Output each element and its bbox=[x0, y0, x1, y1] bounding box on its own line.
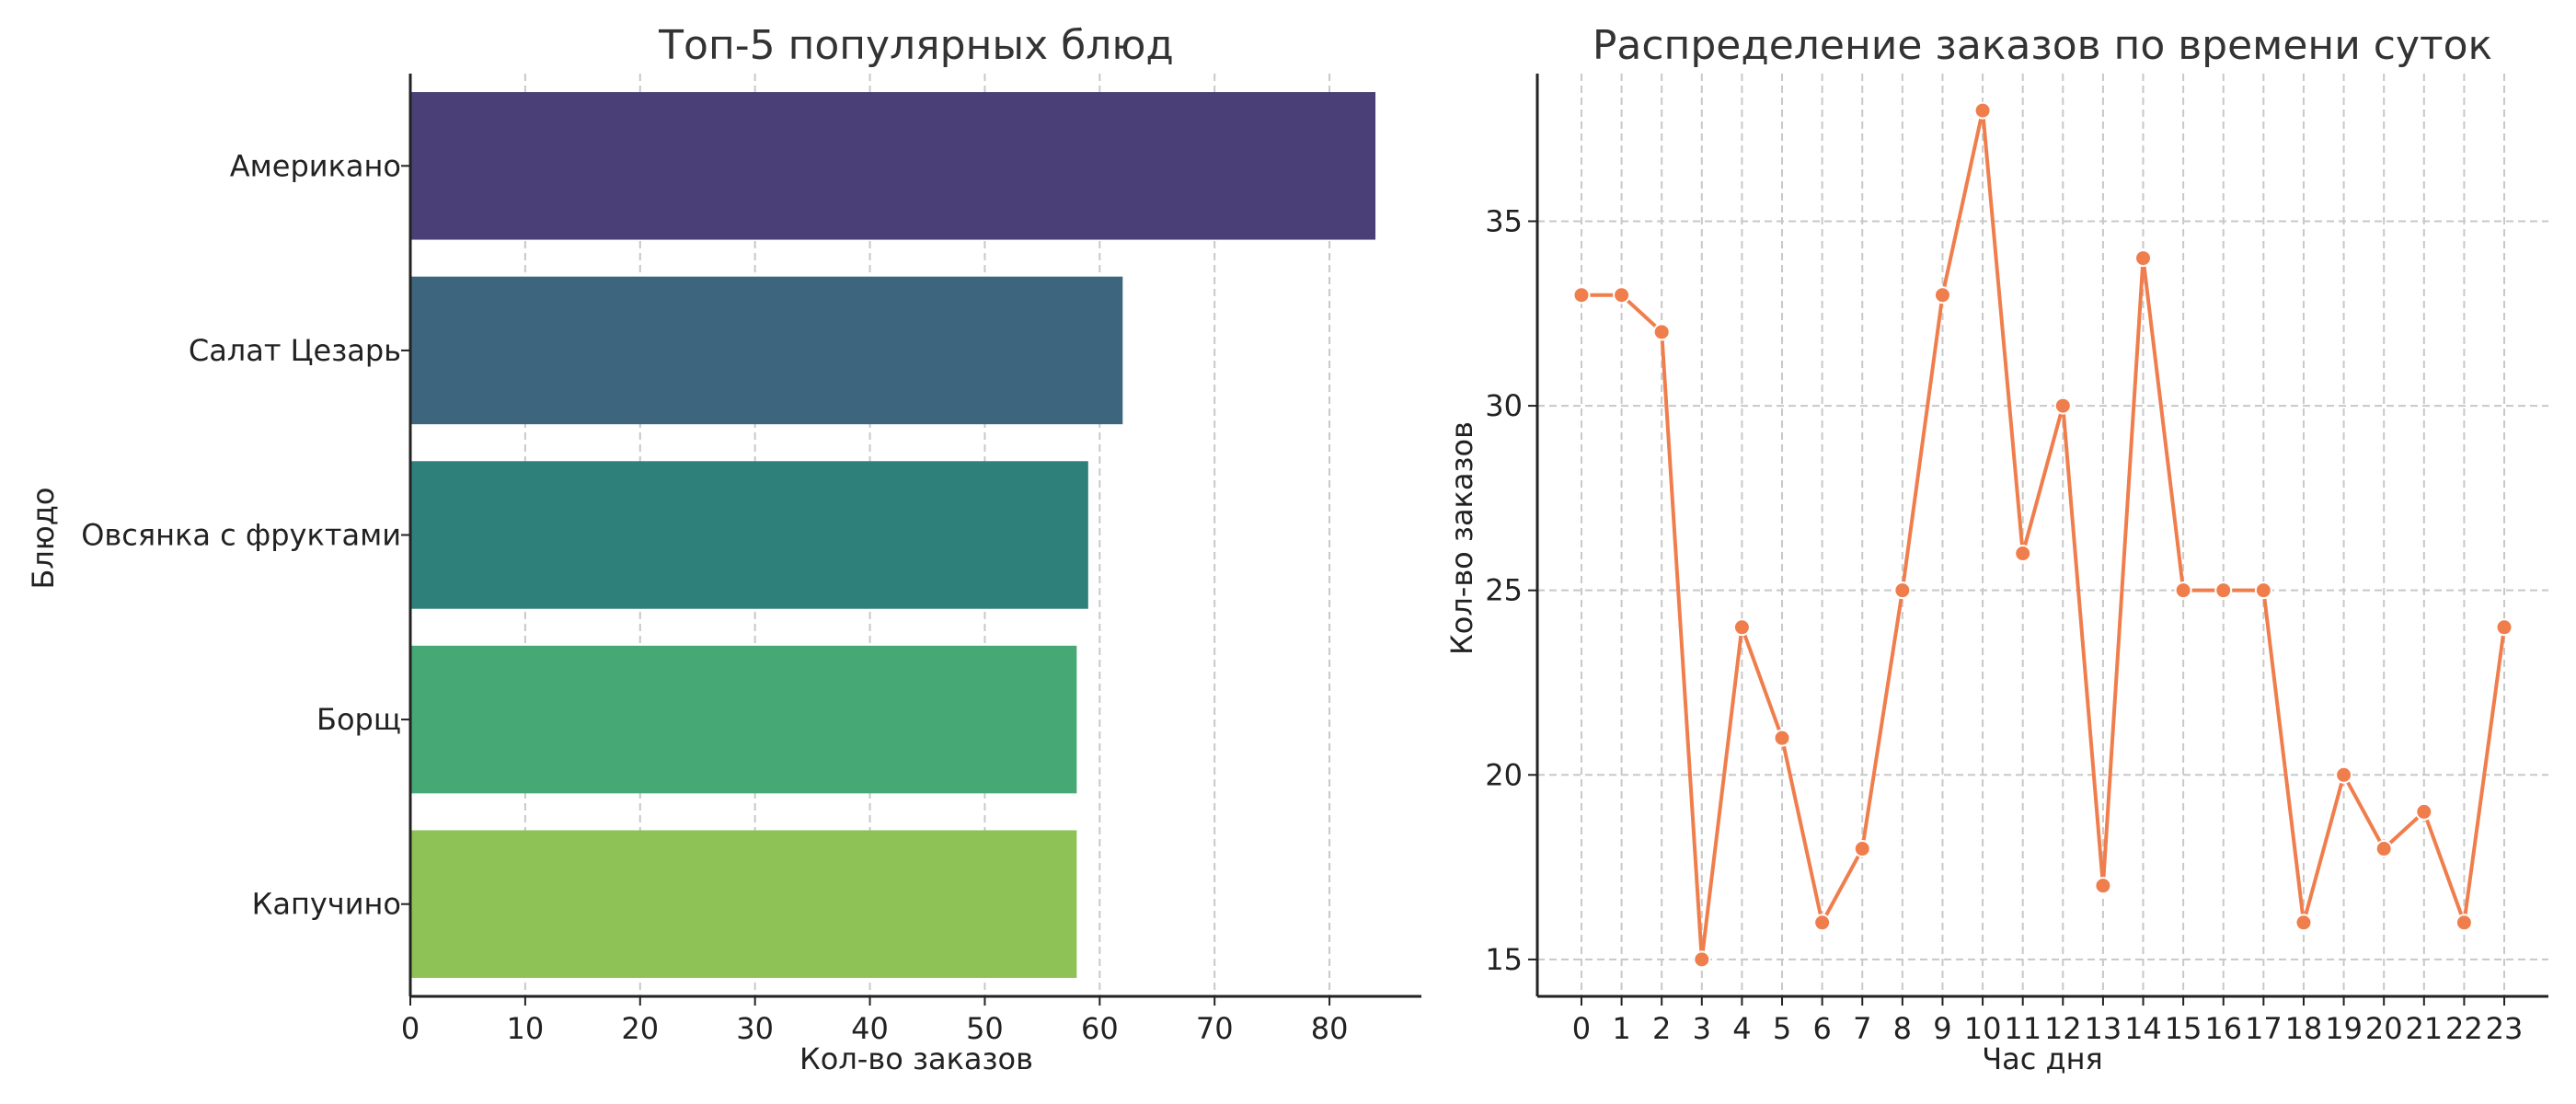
line-chart-x-tick-label: 2 bbox=[1652, 1011, 1671, 1046]
line-chart-point bbox=[1973, 101, 1992, 120]
bar-chart-x-tick-label: 0 bbox=[401, 1011, 420, 1046]
bar-chart-x-tick-label: 40 bbox=[851, 1011, 889, 1046]
line-chart-x-tick-label: 13 bbox=[2085, 1011, 2122, 1046]
line-chart-x-tick-label: 23 bbox=[2486, 1011, 2524, 1046]
line-chart: Распределение заказов по времени суток 0… bbox=[1444, 22, 2548, 1076]
line-chart-point bbox=[2014, 545, 2032, 563]
line-chart-x-tick-label: 6 bbox=[1812, 1011, 1831, 1046]
line-chart-point bbox=[2375, 840, 2393, 858]
bar-chart-category-label: Овсянка с фруктами bbox=[81, 518, 401, 553]
line-chart-series bbox=[1572, 101, 2513, 969]
line-chart-x-tick-label: 16 bbox=[2204, 1011, 2242, 1046]
line-chart-point bbox=[1853, 840, 1871, 858]
line-chart-x-tick-label: 0 bbox=[1572, 1011, 1591, 1046]
bar-chart-title: Топ-5 популярных блюд bbox=[658, 22, 1174, 69]
bar-chart-x-tick-label: 80 bbox=[1311, 1011, 1349, 1046]
line-chart-point bbox=[1572, 286, 1591, 305]
line-chart-x-tick-label: 18 bbox=[2285, 1011, 2323, 1046]
bar-chart-y-ticks: Американо Салат Цезарь Овсянка с фруктами Б… bbox=[81, 148, 410, 922]
bar-chart-x-tick-label: 60 bbox=[1081, 1011, 1119, 1046]
line-chart-x-tick-label: 1 bbox=[1612, 1011, 1630, 1046]
line-chart-point bbox=[2335, 765, 2353, 784]
line-chart-x-tick-label: 5 bbox=[1773, 1011, 1791, 1046]
line-chart-title: Распределение заказов по времени суток bbox=[1593, 22, 2492, 69]
line-chart-x-tick-label: 20 bbox=[2365, 1011, 2403, 1046]
line-chart-y-tick-label: 25 bbox=[1485, 573, 1523, 608]
line-chart-point bbox=[1773, 729, 1791, 747]
line-chart-x-tick-label: 21 bbox=[2405, 1011, 2443, 1046]
line-chart-point bbox=[2053, 397, 2072, 415]
bar-chart-x-axis-label: Кол-во заказов bbox=[799, 1041, 1033, 1076]
line-chart-x-tick-label: 17 bbox=[2245, 1011, 2283, 1046]
line-chart-x-tick-label: 12 bbox=[2044, 1011, 2082, 1046]
bar-chart-x-tick-label: 10 bbox=[507, 1011, 545, 1046]
line-chart-x-axis-label: Час дня bbox=[1982, 1041, 2103, 1076]
line-chart-point bbox=[2134, 249, 2153, 268]
line-chart-x-tick-label: 15 bbox=[2165, 1011, 2202, 1046]
line-chart-x-tick-label: 4 bbox=[1732, 1011, 1751, 1046]
line-chart-point bbox=[2455, 914, 2473, 932]
line-chart-point bbox=[1893, 581, 1912, 600]
line-chart-x-tick-label: 7 bbox=[1853, 1011, 1871, 1046]
line-chart-series-line bbox=[1581, 109, 2507, 961]
line-chart-point bbox=[2254, 581, 2272, 600]
bar-chart-bar bbox=[410, 461, 1088, 609]
line-chart-x-tick-label: 9 bbox=[1933, 1011, 1951, 1046]
bar-chart-bar bbox=[410, 276, 1123, 425]
bar-chart-x-tick-label: 70 bbox=[1196, 1011, 1234, 1046]
bar-chart-bar bbox=[410, 92, 1376, 240]
line-chart-point bbox=[1613, 286, 1631, 305]
line-chart-x-tick-label: 19 bbox=[2325, 1011, 2363, 1046]
line-chart-x-tick-label: 22 bbox=[2445, 1011, 2483, 1046]
line-chart-x-tick-label: 8 bbox=[1893, 1011, 1912, 1046]
bar-chart-x-tick-label: 20 bbox=[621, 1011, 659, 1046]
line-chart-x-tick-label: 10 bbox=[1964, 1011, 2002, 1046]
line-chart-x-ticks: 0 1 2 3 4 5 6 7 8 9 10 11 12 13 14 15 16 17 18 19 20 21 22 23 bbox=[1572, 996, 2524, 1046]
line-chart-point bbox=[2174, 581, 2192, 600]
line-chart-point bbox=[2094, 877, 2112, 895]
line-chart-point bbox=[1732, 618, 1751, 637]
line-chart-point bbox=[1652, 323, 1671, 341]
line-chart-axes bbox=[1535, 74, 2548, 998]
line-chart-point bbox=[1813, 914, 1832, 932]
bar-chart-y-axis-label: Блюдо bbox=[26, 487, 61, 589]
line-chart-point bbox=[1933, 286, 1951, 305]
line-chart-y-tick-label: 15 bbox=[1485, 942, 1523, 977]
line-chart-gridlines bbox=[1537, 74, 2548, 996]
line-chart-y-tick-label: 20 bbox=[1485, 757, 1523, 792]
bar-chart-bar bbox=[410, 645, 1077, 794]
bar-chart: Топ-5 популярных блюд 0 10 20 30 40 50 60 70 80 … bbox=[26, 22, 1421, 1076]
line-chart-x-tick-label: 11 bbox=[2004, 1011, 2041, 1046]
bar-chart-category-label: Борщ bbox=[316, 702, 401, 737]
bar-chart-category-label: Салат Цезарь bbox=[189, 333, 401, 368]
bar-chart-x-tick-label: 30 bbox=[736, 1011, 774, 1046]
bar-chart-category-label: Капучино bbox=[252, 887, 401, 922]
bar-chart-bars bbox=[410, 92, 1376, 978]
line-chart-point bbox=[2294, 914, 2313, 932]
bar-chart-x-tick-label: 50 bbox=[966, 1011, 1004, 1046]
bar-chart-bar bbox=[410, 830, 1077, 978]
line-chart-point bbox=[2495, 618, 2513, 637]
line-chart-point bbox=[2415, 802, 2433, 821]
line-chart-x-tick-label: 14 bbox=[2124, 1011, 2162, 1046]
line-chart-y-tick-label: 35 bbox=[1485, 203, 1523, 238]
line-chart-y-ticks: 15 20 25 30 35 bbox=[1485, 203, 1537, 977]
bar-chart-x-ticks: 0 10 20 30 40 50 60 70 80 bbox=[401, 996, 1349, 1046]
line-chart-point bbox=[2214, 581, 2233, 600]
bar-chart-category-label: Американо bbox=[230, 148, 401, 183]
line-chart-y-tick-label: 30 bbox=[1485, 388, 1523, 423]
line-chart-point bbox=[1693, 950, 1711, 969]
line-chart-y-axis-label: Кол-во заказов bbox=[1444, 421, 1479, 655]
line-chart-x-tick-label: 3 bbox=[1693, 1011, 1711, 1046]
